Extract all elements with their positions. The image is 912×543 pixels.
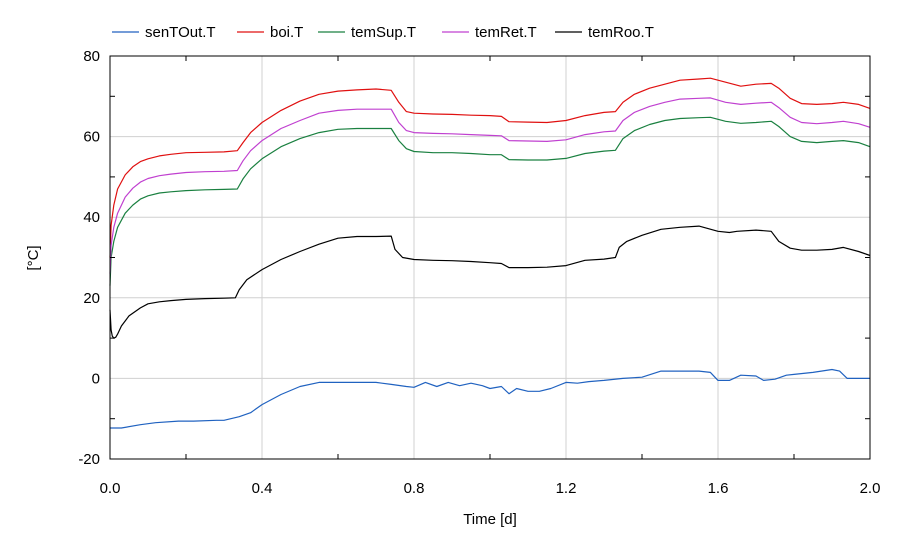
series-line-boi-t (109, 77, 871, 258)
legend-label: temRet.T (475, 24, 537, 41)
series-line-temroo-t (109, 225, 871, 339)
x-tick-label: 1.6 (708, 480, 729, 497)
series-line-temret-t (109, 97, 871, 274)
x-tick-label: 1.2 (556, 480, 577, 497)
grid (109, 55, 871, 460)
series-layer (109, 77, 871, 429)
y-tick-label: 20 (83, 290, 100, 307)
plot-frame (109, 55, 871, 460)
x-tick-label: 2.0 (860, 480, 881, 497)
y-tick-label: 80 (83, 48, 100, 65)
x-tick-label: 0.4 (252, 480, 273, 497)
x-tick-label: 0.8 (404, 480, 425, 497)
legend: senTOut.T boi.T temSup.T temRet.T temRoo.T (112, 24, 654, 41)
y-tick-label: -20 (78, 451, 100, 468)
legend-label: temSup.T (351, 24, 416, 41)
ticks: -20 0 20 40 60 80 0.0 0.4 0.8 1.2 1.6 2.0 (78, 48, 880, 497)
x-tick-label: 0.0 (100, 480, 121, 497)
y-tick-label: 60 (83, 129, 100, 146)
y-tick-label: 40 (83, 209, 100, 226)
legend-label: temRoo.T (588, 24, 654, 41)
legend-label: senTOut.T (145, 24, 216, 41)
y-axis-label: [°C] (25, 245, 42, 270)
series-line-sentout-t (110, 368, 870, 429)
series-line-temsup-t (109, 116, 871, 286)
y-tick-label: 0 (92, 370, 100, 387)
x-axis-label: Time [d] (463, 511, 517, 528)
legend-label: boi.T (270, 24, 303, 41)
